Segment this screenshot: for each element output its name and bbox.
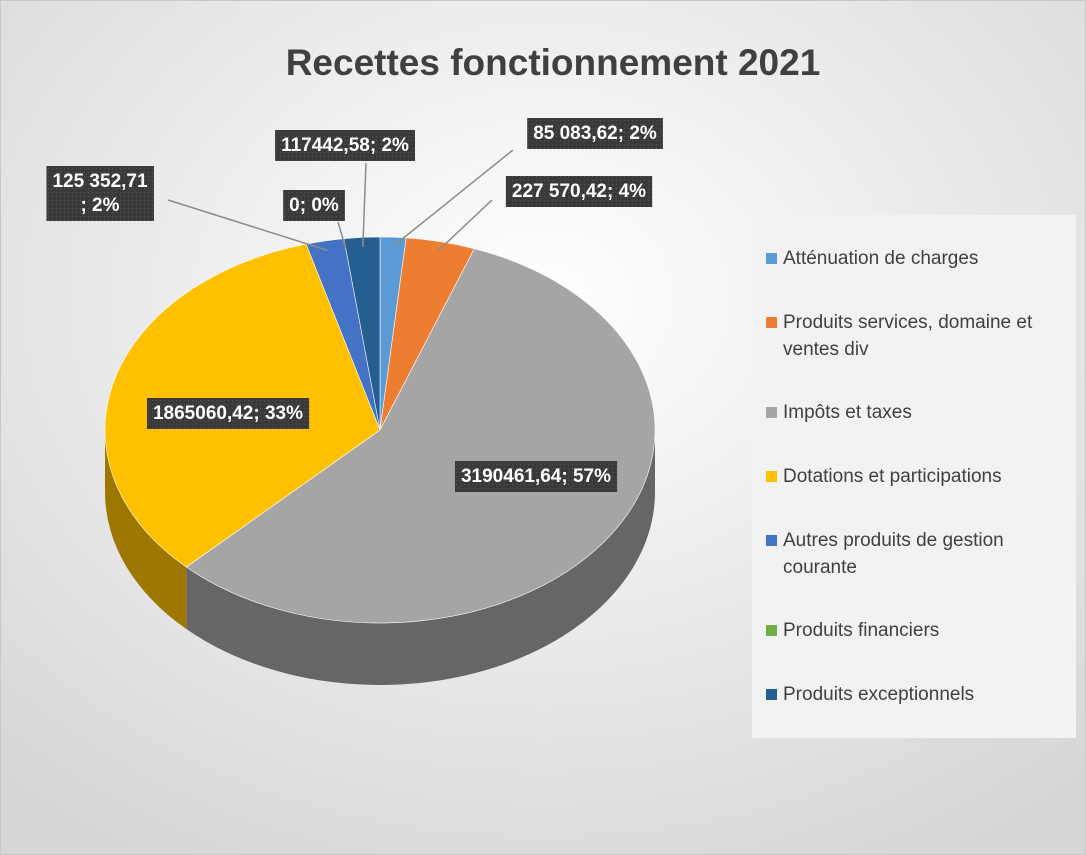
leader-line xyxy=(391,149,514,248)
legend-label: Autres produits de gestion courante xyxy=(783,529,1004,578)
legend-swatch xyxy=(766,625,777,637)
data-label-text: 117442,58; 2% xyxy=(281,135,409,156)
legend-entry: Impôts et taxes xyxy=(766,399,1068,426)
data-label-box xyxy=(454,461,618,492)
legend-swatch xyxy=(766,316,777,328)
legend-swatch xyxy=(766,470,777,482)
leader-line xyxy=(337,221,347,249)
data-label: 117442,58; 2% xyxy=(275,130,416,161)
leader-line xyxy=(167,199,328,252)
data-label-text: 85 083,62; 2% xyxy=(533,123,657,144)
legend-swatch xyxy=(766,253,777,265)
legend-label: Produits services, domaine et ventes div xyxy=(783,311,1033,360)
legend-label: Dotations et participations xyxy=(783,465,1002,487)
legend-entry: Produits financiers xyxy=(766,617,1068,644)
data-label: 227 570,42; 4% xyxy=(505,176,653,207)
legend-entry: Dotations et participations xyxy=(766,463,1068,490)
legend-swatch xyxy=(766,534,777,546)
data-label-text: 1865060,42; 33% xyxy=(153,403,303,424)
data-label-box xyxy=(46,166,154,221)
legend: Atténuation de charges Produits services,… xyxy=(752,215,1076,738)
leader-line xyxy=(437,199,493,252)
legend-label: Atténuation de charges xyxy=(783,248,979,270)
slice-side xyxy=(186,430,655,685)
legend-swatch xyxy=(766,407,777,419)
data-label-text: 227 570,42; 4% xyxy=(512,181,646,202)
legend-label: Produits exceptionnels xyxy=(783,683,975,705)
data-label-text: 3190461,64; 57% xyxy=(461,466,611,487)
data-label-box xyxy=(283,190,345,221)
data-label: 85 083,62; 2% xyxy=(527,118,663,149)
leader-line xyxy=(362,162,367,248)
legend-entry: Produits exceptionnels xyxy=(766,681,1068,708)
chart-title: Recettes fonctionnement 2021 xyxy=(286,42,821,83)
data-label-box xyxy=(275,130,416,161)
data-label-box xyxy=(505,176,653,207)
legend-label: Produits financiers xyxy=(783,620,940,642)
data-label-text: 125 352,71; 2% xyxy=(52,171,148,216)
legend-label: Impôts et taxes xyxy=(783,402,912,424)
data-label-text: 0; 0% xyxy=(289,195,339,216)
slice xyxy=(185,248,656,624)
slice-side xyxy=(105,430,187,630)
data-label-box xyxy=(146,398,310,429)
data-label: 1865060,42; 33% xyxy=(146,398,310,429)
legend-entry: Atténuation de charges xyxy=(766,245,1068,272)
slice xyxy=(343,236,381,431)
data-label: 0; 0% xyxy=(283,190,345,221)
legend-entry: Produits services, domaine et ventes div xyxy=(766,309,1068,363)
data-label: 3190461,64; 57% xyxy=(454,461,618,492)
legend-swatch xyxy=(766,688,777,700)
legend-entry: Autres produits de gestion courante xyxy=(766,527,1068,581)
data-label-box xyxy=(527,118,663,149)
data-label: 125 352,71; 2% xyxy=(46,166,154,221)
